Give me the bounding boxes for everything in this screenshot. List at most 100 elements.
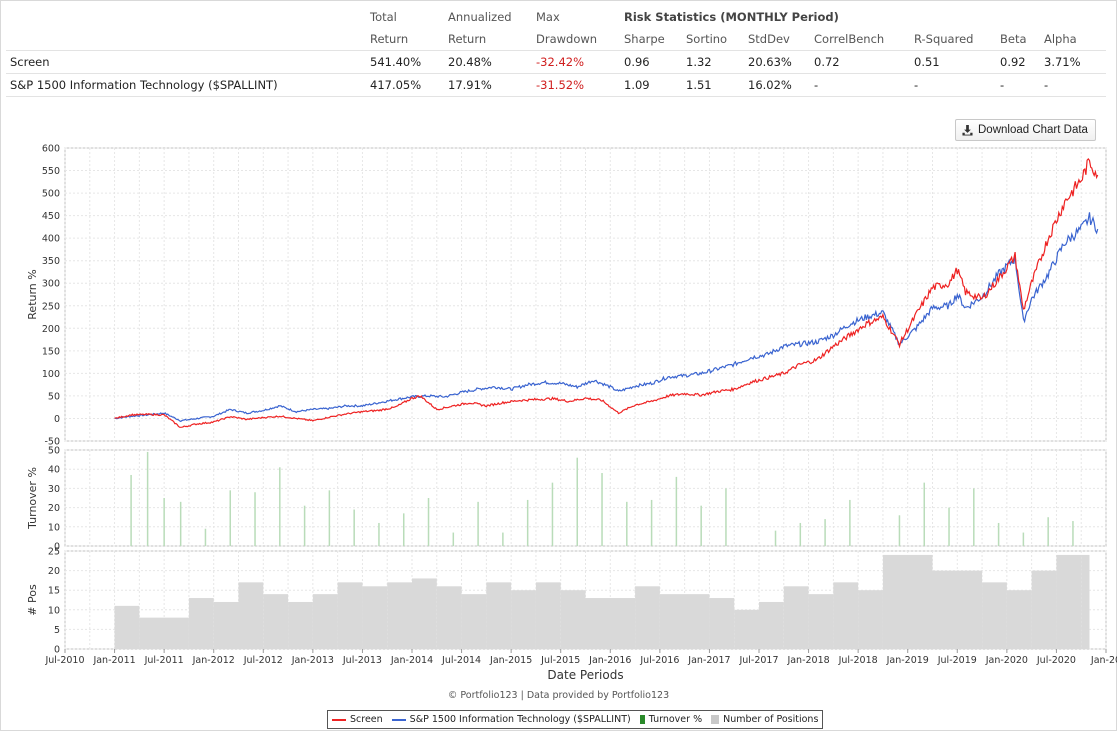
x-tick-label: Jul-2016 xyxy=(639,655,679,666)
y-axis-label: Turnover % xyxy=(26,467,39,530)
turnover-bar xyxy=(824,519,826,546)
positions-bar xyxy=(734,609,759,649)
header-max: Max xyxy=(536,10,560,24)
positions-bar xyxy=(312,594,338,649)
header-return: Return xyxy=(370,31,409,46)
positions-bar xyxy=(1006,590,1032,649)
turnover-bar xyxy=(551,482,554,546)
positions-bar xyxy=(337,582,363,649)
positions-bar xyxy=(139,617,189,649)
beta: 0.92 xyxy=(996,49,1040,73)
legend-swatch xyxy=(639,715,645,724)
positions-bar xyxy=(263,594,289,649)
stddev: 20.63% xyxy=(744,49,810,73)
x-tick-label: Jul-2011 xyxy=(144,655,184,666)
positions-bar xyxy=(188,598,214,649)
x-tick-label: Jan-2013 xyxy=(291,655,334,666)
positions-bar xyxy=(1081,554,1090,649)
x-tick-label: Jul-2019 xyxy=(937,655,977,666)
turnover-bar xyxy=(452,532,455,546)
turnover-bar xyxy=(1022,532,1025,546)
x-tick-label: Jul-2017 xyxy=(738,655,778,666)
turnover-bar xyxy=(675,476,678,546)
y-tick-label: 25 xyxy=(48,547,60,558)
rsquared: 0.51 xyxy=(910,49,996,73)
y-tick-label: 0 xyxy=(54,542,60,553)
header-row-1: Total Annualized Max Risk Statistics (MO… xyxy=(6,6,1106,28)
y-tick-label: 350 xyxy=(42,256,60,267)
row-name: Screen xyxy=(6,49,366,73)
y-tick-label: 10 xyxy=(48,522,60,533)
y-tick-label: 5 xyxy=(54,625,60,636)
y-tick-label: 0 xyxy=(54,645,60,656)
positions-bar xyxy=(982,582,1007,649)
turnover-bar xyxy=(601,473,603,546)
max-drawdown: -31.52% xyxy=(532,72,620,97)
x-tick-label: Jul-2012 xyxy=(243,655,283,666)
legend-label: Screen xyxy=(350,714,383,725)
positions-bar xyxy=(635,586,660,649)
positions-bar xyxy=(362,586,388,649)
positions-panel: 0 5 10 15 20 25 # Pos Jul-2010 Jan-2011 Jul-2011 J… xyxy=(26,547,1117,683)
positions-bar xyxy=(882,554,933,649)
turnover-bar xyxy=(526,499,529,546)
y-tick-label: 600 xyxy=(42,144,60,155)
download-chart-data-button[interactable]: Download Chart Data xyxy=(955,119,1096,141)
positions-bar xyxy=(659,594,710,649)
table-row: S&P 1500 Information Technology ($SPALLI… xyxy=(6,72,1106,97)
header-correlbench: CorrelBench xyxy=(814,31,885,46)
y-tick-label: 300 xyxy=(42,279,60,290)
header-stddev: StdDev xyxy=(748,31,790,46)
y-tick-label: 30 xyxy=(48,484,60,495)
positions-bar xyxy=(1031,570,1057,649)
legend-item[interactable]: Turnover % xyxy=(639,714,702,725)
y-tick-label: 50 xyxy=(48,391,60,402)
y-tick-label: 15 xyxy=(48,586,60,597)
x-tick-label: Jul-2010 xyxy=(44,655,84,666)
turnover-bar xyxy=(179,501,182,546)
x-tick-label: Jul-2018 xyxy=(838,655,878,666)
legend-item[interactable]: S&P 1500 Information Technology ($SPALLI… xyxy=(391,714,631,725)
positions-bar xyxy=(585,598,636,649)
positions-bar xyxy=(511,590,536,649)
x-tick-label: Jul-2013 xyxy=(342,655,382,666)
y-axis-label: # Pos xyxy=(26,584,39,616)
header-risk-statistics: Risk Statistics (MONTHLY Period) xyxy=(624,10,839,24)
header-return: Return xyxy=(448,31,487,46)
positions-bar xyxy=(412,578,437,649)
turnover-bar xyxy=(973,488,975,546)
y-axis-label: Return % xyxy=(26,269,39,319)
turnover-bar xyxy=(427,498,430,546)
return-panel: -50 0 50 100 150 200 250 300 350 400 450 500 550 600 R… xyxy=(26,144,1107,448)
positions-bar xyxy=(808,594,834,649)
x-tick-label: Jul-2014 xyxy=(441,655,481,666)
beta: - xyxy=(996,72,1040,97)
annualized-return: 17.91% xyxy=(444,72,532,97)
turnover-bar xyxy=(898,515,901,546)
row-name: S&P 1500 Information Technology ($SPALLI… xyxy=(6,72,366,97)
x-tick-label: Jan-2020 xyxy=(985,655,1028,666)
turnover-bar xyxy=(328,490,331,546)
turnover-panel: 0 10 20 30 40 50 Turnover % xyxy=(26,446,1107,553)
x-tick-label: Jul-2015 xyxy=(540,655,580,666)
header-sharpe: Sharpe xyxy=(624,31,665,46)
y-tick-label: 0 xyxy=(54,414,60,425)
y-tick-label: 10 xyxy=(48,605,60,616)
header-sortino: Sortino xyxy=(686,31,728,46)
y-tick-label: -50 xyxy=(44,437,60,448)
y-tick-label: 450 xyxy=(42,211,60,222)
x-tick-label: Jan-2016 xyxy=(588,655,631,666)
legend-item[interactable]: Number of Positions xyxy=(711,714,818,725)
chart-credit: © Portfolio123 | Data provided by Portfo… xyxy=(447,690,670,701)
legend-label: S&P 1500 Information Technology ($SPALLI… xyxy=(409,714,631,725)
x-tick-label: Jul-2020 xyxy=(1036,655,1076,666)
sortino: 1.51 xyxy=(682,72,744,97)
turnover-bar xyxy=(146,451,149,546)
turnover-bar xyxy=(204,528,207,546)
turnover-bar xyxy=(402,513,405,546)
stddev: 16.02% xyxy=(744,72,810,97)
sharpe: 1.09 xyxy=(620,72,682,97)
legend-item[interactable]: Screen xyxy=(332,714,383,725)
x-tick-label: Jan-2019 xyxy=(886,655,929,666)
